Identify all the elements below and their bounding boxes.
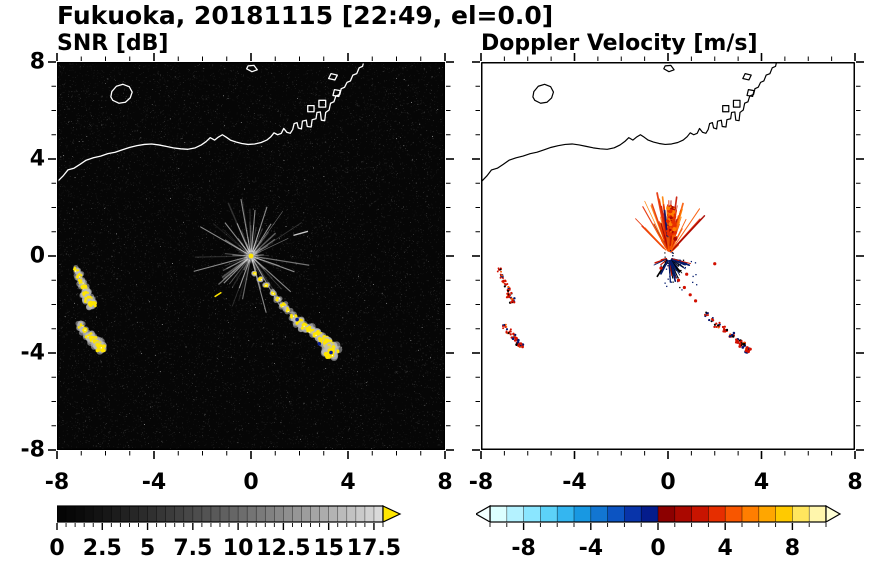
x-tick-label: 8 <box>847 470 863 495</box>
x-tick-label: 4 <box>340 470 356 495</box>
colorbar-tick-label: 0 <box>49 536 65 561</box>
x-tick-label: 0 <box>660 470 676 495</box>
colorbar-tick-label: 4 <box>717 536 733 561</box>
velocity-plot-canvas <box>481 62 855 450</box>
colorbar-tick-label: 2.5 <box>82 536 122 561</box>
velocity-colorbar-canvas <box>476 505 842 525</box>
colorbar-tick-label: 5 <box>139 536 156 561</box>
colorbar-tick-label: 7.5 <box>173 536 213 561</box>
colorbar-tick-label: 12.5 <box>256 536 311 561</box>
x-tick-label: -4 <box>141 470 167 495</box>
snr-plot-canvas <box>57 62 445 450</box>
colorbar-tick-label: 8 <box>784 536 801 561</box>
x-tick-label: 4 <box>753 470 770 495</box>
x-tick-label: -4 <box>562 470 587 495</box>
colorbar-tick-label: -8 <box>511 536 536 561</box>
x-tick-label: 0 <box>243 470 259 495</box>
y-tick-label: -8 <box>20 437 45 463</box>
x-tick-label: 8 <box>437 470 453 495</box>
y-tick-label: 8 <box>29 49 45 75</box>
x-tick-label: -8 <box>468 470 494 495</box>
y-tick-label: -4 <box>20 340 45 366</box>
colorbar-tick-label: 15 <box>313 536 344 561</box>
snr-colorbar-canvas <box>57 505 403 525</box>
colorbar-tick-label: 17.5 <box>346 536 402 561</box>
y-tick-label: 0 <box>29 243 45 269</box>
y-tick-label: 4 <box>29 146 45 172</box>
colorbar-tick-label: 10 <box>222 536 254 561</box>
colorbar-tick-label: -4 <box>578 536 604 561</box>
colorbar-tick-label: 0 <box>650 536 666 561</box>
x-tick-label: -8 <box>44 470 70 495</box>
